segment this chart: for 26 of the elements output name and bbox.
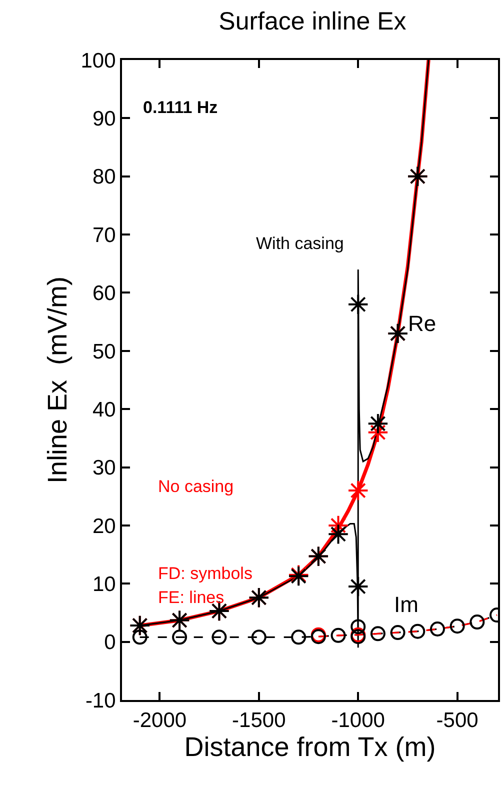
- y-tick-label: 40: [92, 398, 116, 422]
- y-tick-label: 80: [92, 166, 116, 189]
- y-tick-label: 0: [104, 631, 116, 654]
- y-tick-label: 90: [92, 108, 116, 131]
- y-tick-label: 70: [92, 224, 116, 247]
- y-tick-label: 50: [92, 340, 116, 364]
- x-tick-label: -1500: [232, 709, 286, 732]
- y-tick-label: 20: [92, 514, 116, 538]
- x-tick-label: -500: [436, 709, 478, 732]
- y-axis-title: Inline Ex (mV/m): [42, 276, 72, 484]
- annotation: With casing: [256, 234, 344, 253]
- annotation: Re: [408, 311, 436, 336]
- y-tick-label: 100: [80, 49, 116, 72]
- chart-title: Surface inline Ex: [218, 7, 407, 36]
- annotation: 0.1111 Hz: [143, 98, 218, 117]
- x-tick-label: -1000: [331, 709, 385, 732]
- x-tick-label: -2000: [132, 709, 187, 732]
- y-tick-label: 10: [92, 572, 116, 596]
- y-tick-label: 60: [92, 282, 116, 306]
- x-axis-title: Distance from Tx (m): [184, 732, 436, 762]
- annotation: FD: symbols: [158, 564, 252, 583]
- y-tick-label: -10: [85, 689, 116, 712]
- annotation: FE: lines: [158, 588, 224, 607]
- annotation: Im: [394, 592, 418, 617]
- y-tick-label: 30: [92, 456, 116, 480]
- annotation: No casing: [158, 477, 234, 496]
